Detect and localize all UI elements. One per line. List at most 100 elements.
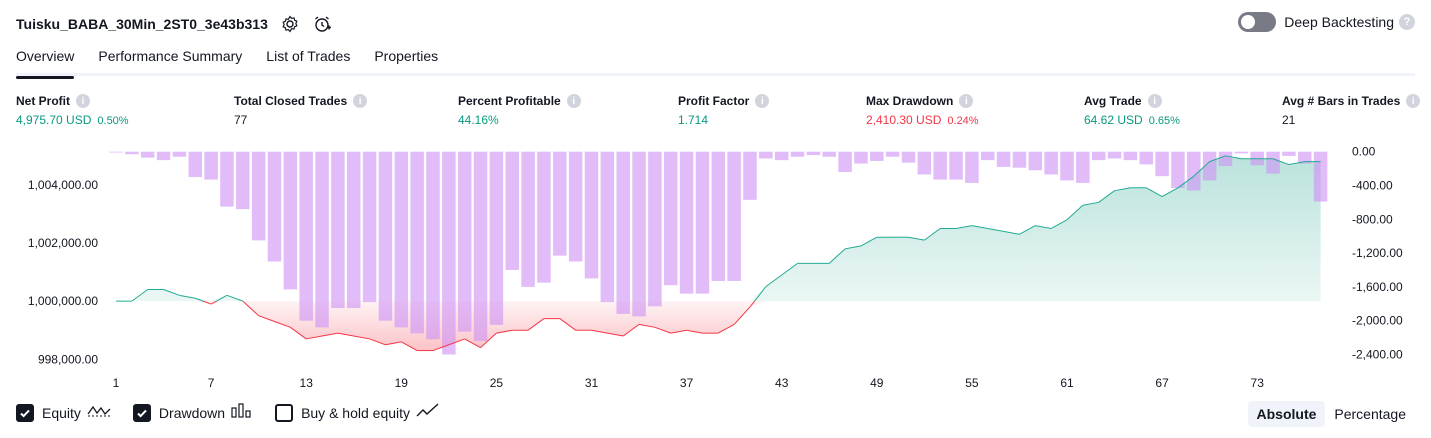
drawdown-bar <box>1044 151 1058 175</box>
equity-line-segment <box>924 228 941 241</box>
equity-line-segment <box>464 338 481 349</box>
equity-line-segment <box>480 332 497 349</box>
equity-line-segment <box>828 248 846 264</box>
absolute-button[interactable]: Absolute <box>1247 401 1326 427</box>
equity-line-segment <box>1209 155 1226 163</box>
checkbox-checked[interactable] <box>132 403 151 422</box>
drawdown-bar <box>1028 151 1043 171</box>
info-icon[interactable]: i <box>755 94 770 108</box>
drawdown-bar <box>822 151 836 157</box>
drawdown-bar <box>727 151 741 281</box>
equity-line-segment <box>210 300 217 305</box>
equity-line-segment <box>337 332 354 337</box>
equity-line-segment <box>306 335 323 340</box>
metric-profit-factor: Profit Factor i 1.714 <box>678 93 770 127</box>
equity-drawdown-chart[interactable]: 998,000.00 1,000,000.00 1,002,000.00 1,004,… <box>0 140 1431 398</box>
help-icon[interactable]: ? <box>1399 14 1415 30</box>
tab-properties[interactable]: Properties <box>374 48 439 64</box>
metric-value: 2,410.30 USD <box>866 113 942 127</box>
metric-value: 4,975.70 USD <box>16 113 92 127</box>
info-icon[interactable]: i <box>959 94 974 108</box>
info-icon[interactable]: i <box>1406 94 1421 108</box>
equity-line-segment <box>1272 158 1290 166</box>
drawdown-bar <box>806 151 821 156</box>
equity-line-segment <box>203 300 212 305</box>
equity-line-segment <box>1050 219 1068 229</box>
metric-label: Profit Factor <box>678 94 750 108</box>
report-tabs: Overview Performance Summary List of Tra… <box>16 44 1415 79</box>
drawdown-bar <box>521 151 535 287</box>
metric-label: Avg Trade <box>1084 94 1142 108</box>
info-icon[interactable]: i <box>1147 94 1162 108</box>
drawdown-bar <box>1060 151 1074 181</box>
right-axis-tick: -400.00 <box>1352 179 1393 193</box>
equity-line-segment <box>1082 201 1099 206</box>
equity-line-icon <box>87 402 111 423</box>
checkbox-unchecked[interactable] <box>275 403 294 422</box>
drawdown-bar <box>1139 151 1153 165</box>
checkbox-checked[interactable] <box>16 403 34 422</box>
equity-line-segment <box>353 335 370 340</box>
strategy-header: Tuisku_BABA_30Min_2ST0_3e43b313 <box>16 10 332 38</box>
deep-backtesting: Deep Backtesting ? <box>1238 12 1415 32</box>
drawdown-bar <box>996 151 1011 167</box>
drawdown-bar <box>616 151 630 314</box>
drawdown-bar <box>1282 151 1296 156</box>
equity-line-segment <box>987 227 1004 232</box>
equity-line-segment <box>1161 187 1179 197</box>
drawdown-bar <box>743 151 757 200</box>
metric-label: Net Profit <box>16 94 70 108</box>
info-icon[interactable]: i <box>566 94 581 108</box>
drawdown-bar <box>1298 151 1312 164</box>
right-axis-tick: -1,200.00 <box>1352 246 1403 260</box>
settings-icon[interactable] <box>280 14 300 34</box>
drawdown-bar <box>917 151 932 175</box>
drawdown-bar <box>362 151 377 303</box>
drawdown-bar <box>790 151 805 157</box>
tab-list-of-trades[interactable]: List of Trades <box>266 48 351 64</box>
drawdown-bar <box>901 151 916 163</box>
checkbox-label: Equity <box>42 404 81 421</box>
buy-hold-checkbox[interactable]: Buy & hold equity <box>275 402 440 423</box>
right-axis-tick: 0.00 <box>1352 145 1376 159</box>
equity-line-segment <box>654 326 671 334</box>
tab-overview[interactable]: Overview <box>16 44 75 79</box>
equity-line-segment <box>749 300 755 308</box>
percentage-button[interactable]: Percentage <box>1334 406 1406 422</box>
drawdown-bar <box>632 151 646 317</box>
drawdown-bar <box>1107 151 1122 159</box>
drawdown-bar <box>299 151 313 321</box>
drawdown-bar <box>600 151 615 303</box>
equity-line-segment <box>1066 204 1084 221</box>
equity-line-segment <box>559 318 576 331</box>
metric-value: 44.16% <box>458 113 499 127</box>
equity-line-segment <box>781 262 798 276</box>
equity-checkbox[interactable]: Equity <box>16 402 111 423</box>
equity-line-segment <box>216 294 228 302</box>
equity-line-segment <box>1288 161 1305 166</box>
x-axis-tick: 7 <box>208 376 215 390</box>
drawdown-bar <box>188 151 202 178</box>
right-axis-tick: -2,400.00 <box>1352 348 1403 362</box>
equity-line-segment <box>321 332 338 337</box>
drawdown-bar <box>1012 151 1027 168</box>
info-icon[interactable]: i <box>353 94 368 108</box>
equity-line-segment <box>1177 175 1195 189</box>
alarm-add-icon[interactable] <box>312 14 332 34</box>
metric-total-closed-trades: Total Closed Trades i 77 <box>234 93 368 127</box>
deep-backtesting-toggle[interactable] <box>1238 12 1277 32</box>
metric-value: 64.62 USD <box>1084 113 1143 127</box>
checkbox-label: Buy & hold equity <box>301 404 411 421</box>
tab-performance-summary[interactable]: Performance Summary <box>98 48 243 64</box>
buy-hold-line-icon <box>416 402 440 423</box>
info-icon[interactable]: i <box>76 94 90 108</box>
drawdown-bar <box>774 151 789 161</box>
drawdown-checkbox[interactable]: Drawdown <box>132 402 253 423</box>
drawdown-bar <box>220 151 234 207</box>
drawdown-bar <box>568 151 583 262</box>
metric-avg-trade: Avg Trade i 64.62 USD 0.65% <box>1084 93 1180 127</box>
equity-line-segment <box>607 332 624 337</box>
drawdown-bar <box>426 151 440 340</box>
x-axis-tick: 73 <box>1251 376 1265 390</box>
equity-line-segment <box>432 344 450 352</box>
